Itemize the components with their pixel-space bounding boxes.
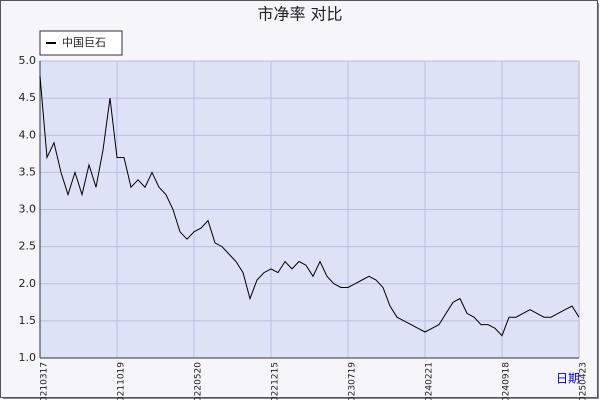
y-tick-label: 4.5: [19, 91, 37, 104]
chart-title: 市净率 对比: [257, 5, 342, 24]
y-tick-label: 1.5: [19, 314, 37, 327]
x-tick-label: 20221215: [271, 362, 281, 400]
x-tick-label: 20230719: [348, 362, 358, 400]
x-tick-label: 20210317: [40, 362, 50, 400]
y-tick-label: 1.0: [19, 351, 37, 364]
x-tick-label: 20240221: [425, 362, 435, 400]
y-tick-label: 3.5: [19, 165, 37, 178]
x-axis-label: 日期: [556, 372, 580, 386]
y-tick-label: 2.5: [19, 240, 37, 253]
x-tick-label: 20250423: [579, 362, 589, 400]
x-tick-label: 20211019: [117, 362, 127, 400]
line-series: [39, 75, 580, 337]
y-tick-label: 3.0: [19, 203, 37, 216]
x-tick-label: 20220520: [194, 362, 204, 400]
x-tick-label: 20240918: [502, 362, 512, 400]
y-tick-label: 4.0: [19, 128, 37, 141]
y-tick-label: 2.0: [19, 277, 37, 290]
y-tick-label: 5.0: [19, 54, 37, 67]
legend-label: 中国巨石: [62, 36, 106, 49]
